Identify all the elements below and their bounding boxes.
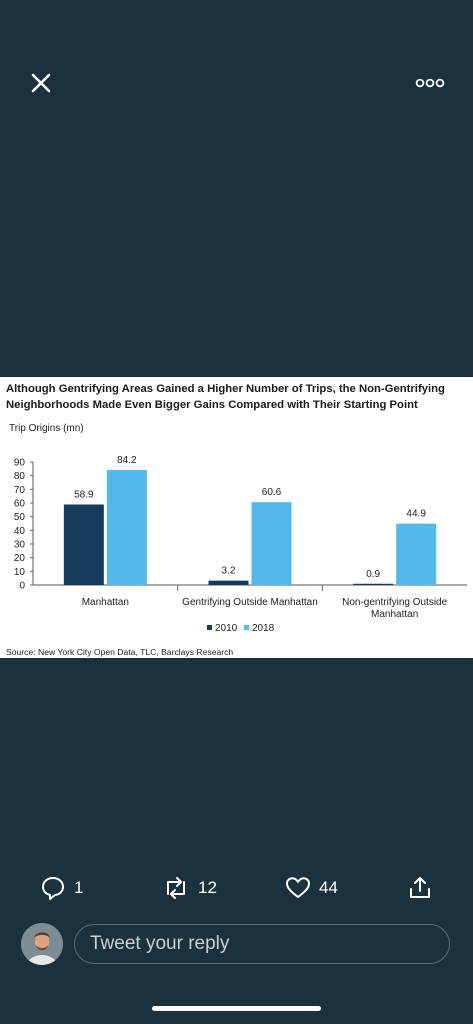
share-icon <box>410 877 430 898</box>
reply-button[interactable]: 1 <box>40 868 83 908</box>
retweet-count: 12 <box>198 878 217 897</box>
reply-icon <box>42 877 64 900</box>
legend-label-2010: 2010 <box>215 623 238 634</box>
y-tick-label: 10 <box>14 567 26 578</box>
y-tick-label: 90 <box>14 458 26 469</box>
tweet-action-bar: 1 12 44 <box>0 868 473 908</box>
y-tick-label: 20 <box>14 553 26 564</box>
bar-2010 <box>353 583 394 585</box>
y-tick-label: 70 <box>14 485 26 496</box>
bar-2018 <box>251 502 292 585</box>
legend-label-2018: 2018 <box>252 623 275 634</box>
bar-data-label: 0.9 <box>366 569 380 580</box>
x-tick-label: Manhattan <box>371 609 418 620</box>
like-icon <box>286 877 310 898</box>
close-button[interactable] <box>26 68 56 98</box>
bar-data-label: 60.6 <box>262 487 282 498</box>
like-button[interactable]: 44 <box>285 868 338 908</box>
bar-data-label: 3.2 <box>222 566 236 577</box>
x-tick-label: Non-gentrifying Outside <box>342 597 447 608</box>
legend-swatch-2018 <box>244 625 249 630</box>
bar-2010 <box>63 504 104 585</box>
y-tick-label: 40 <box>14 526 26 537</box>
bar-2010 <box>208 580 249 585</box>
avatar[interactable] <box>21 923 63 965</box>
y-tick-label: 60 <box>14 499 26 510</box>
x-tick-label: Gentrifying Outside Manhattan <box>182 597 318 608</box>
chart-title: Although Gentrifying Areas Gained a High… <box>6 383 445 411</box>
tweet-media-image[interactable]: Although Gentrifying Areas Gained a High… <box>0 377 473 658</box>
more-dots-icon <box>415 78 445 88</box>
y-tick-label: 30 <box>14 540 26 551</box>
y-tick-label: 80 <box>14 471 26 482</box>
legend-swatch-2010 <box>207 625 212 630</box>
home-indicator <box>152 1006 321 1011</box>
share-button[interactable] <box>407 868 433 908</box>
bar-2018 <box>396 523 437 585</box>
y-tick-label: 50 <box>14 512 26 523</box>
retweet-icon <box>167 877 185 899</box>
user-avatar-icon <box>21 923 63 965</box>
bar-data-label: 84.2 <box>117 455 137 466</box>
bar-2018 <box>106 469 147 585</box>
close-icon <box>31 73 51 93</box>
y-tick-label: 0 <box>19 581 25 592</box>
bar-data-label: 58.9 <box>74 490 94 501</box>
like-count: 44 <box>319 878 338 897</box>
reply-composer <box>0 920 473 970</box>
retweet-button[interactable]: 12 <box>162 868 217 908</box>
reply-count: 1 <box>74 878 84 897</box>
x-tick-label: Manhattan <box>82 597 129 608</box>
chart-source: Source: New York City Open Data, TLC, Ba… <box>6 647 234 657</box>
bar-data-label: 44.9 <box>406 509 426 520</box>
bar-chart: Trip Origins (mn) 0 10 20 30 40 50 60 70 80 90 58.9… <box>9 423 467 634</box>
more-options-button[interactable] <box>413 70 447 96</box>
y-axis-label: Trip Origins (mn) <box>9 423 84 434</box>
reply-input[interactable] <box>74 924 450 964</box>
